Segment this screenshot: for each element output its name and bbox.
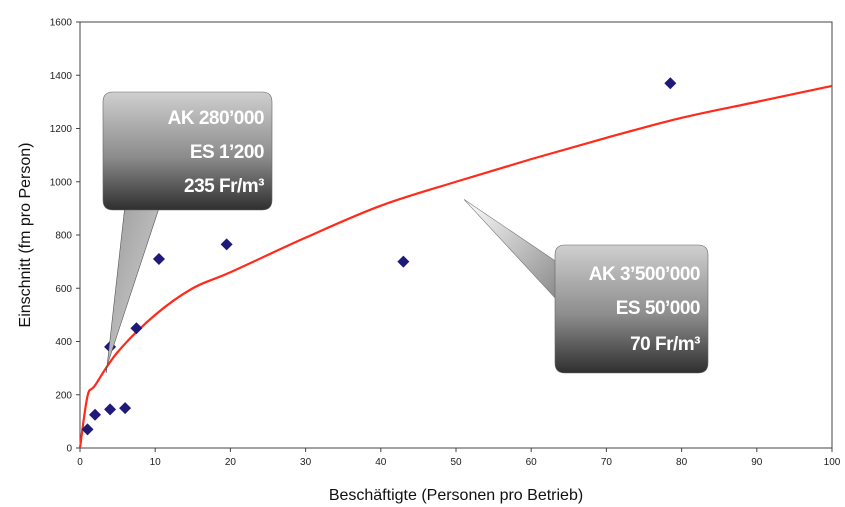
y-tick-label: 800 xyxy=(55,231,72,242)
y-axis-label: Einschnitt (fm pro Person) xyxy=(17,143,34,328)
y-tick-label: 600 xyxy=(55,284,72,295)
callout-1-box xyxy=(102,91,273,211)
callout-2-box xyxy=(554,244,709,374)
y-tick-label: 1400 xyxy=(50,71,73,82)
data-points xyxy=(81,77,677,436)
callout-1-line-1: AK 280’000 xyxy=(168,108,264,129)
callout-1-line-3: 235 Fr/m³ xyxy=(184,176,264,197)
data-point xyxy=(104,403,117,416)
callout-2-line-3: 70 Fr/m³ xyxy=(630,334,700,355)
y-tick-label: 400 xyxy=(55,337,72,348)
x-tick-label: 30 xyxy=(300,457,312,468)
trend-line xyxy=(78,84,833,449)
callout-2-line-1: AK 3’500’000 xyxy=(589,264,700,285)
data-point xyxy=(397,255,410,268)
x-tick-label: 100 xyxy=(824,457,841,468)
callout-2: AK 3’500’000 ES 50’000 70 Fr/m³ xyxy=(463,199,709,374)
callout-1: AK 280’000 ES 1’200 235 Fr/m³ xyxy=(102,91,273,373)
x-tick-label: 40 xyxy=(375,457,387,468)
x-axis-ticks: 0 10 20 30 40 50 60 70 80 90 100 xyxy=(77,448,841,468)
x-tick-label: 50 xyxy=(450,457,462,468)
y-axis-ticks: 0 200 400 600 800 1000 1200 1400 1600 xyxy=(50,18,80,455)
data-point xyxy=(130,322,143,335)
y-tick-label: 1000 xyxy=(50,177,73,188)
x-axis-label: Beschäftigte (Personen pro Betrieb) xyxy=(329,487,583,504)
x-tick-label: 70 xyxy=(601,457,613,468)
callout-2-line-2: ES 50’000 xyxy=(616,298,700,319)
x-tick-label: 10 xyxy=(150,457,162,468)
x-tick-label: 60 xyxy=(526,457,538,468)
plot-area xyxy=(79,21,833,449)
y-tick-label: 1600 xyxy=(50,18,73,29)
y-tick-label: 1200 xyxy=(50,124,73,135)
x-tick-label: 90 xyxy=(751,457,763,468)
data-point xyxy=(89,408,102,421)
data-point xyxy=(220,238,233,251)
data-point xyxy=(152,252,165,265)
y-tick-label: 200 xyxy=(55,390,72,401)
x-tick-label: 20 xyxy=(225,457,237,468)
x-tick-label: 80 xyxy=(676,457,688,468)
data-point xyxy=(664,77,677,90)
data-point xyxy=(119,402,132,415)
data-point xyxy=(81,423,94,436)
callout-1-line-2: ES 1’200 xyxy=(190,142,264,163)
y-tick-label: 0 xyxy=(66,444,72,455)
x-tick-label: 0 xyxy=(77,457,83,468)
